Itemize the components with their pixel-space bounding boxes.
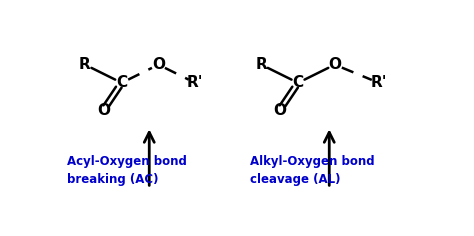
Text: R: R [255,57,267,72]
Text: C: C [292,75,303,90]
Text: R: R [79,57,91,72]
Text: R': R' [187,75,203,90]
Text: Alkyl-Oxygen bond
cleavage (AL): Alkyl-Oxygen bond cleavage (AL) [250,156,375,186]
Text: O: O [328,57,341,72]
Text: Acyl-Oxygen bond
breaking (AC): Acyl-Oxygen bond breaking (AC) [66,156,186,186]
Text: O: O [97,103,110,118]
Text: C: C [116,75,127,90]
Text: O: O [152,57,165,72]
Text: O: O [273,103,286,118]
Text: R': R' [371,75,387,90]
